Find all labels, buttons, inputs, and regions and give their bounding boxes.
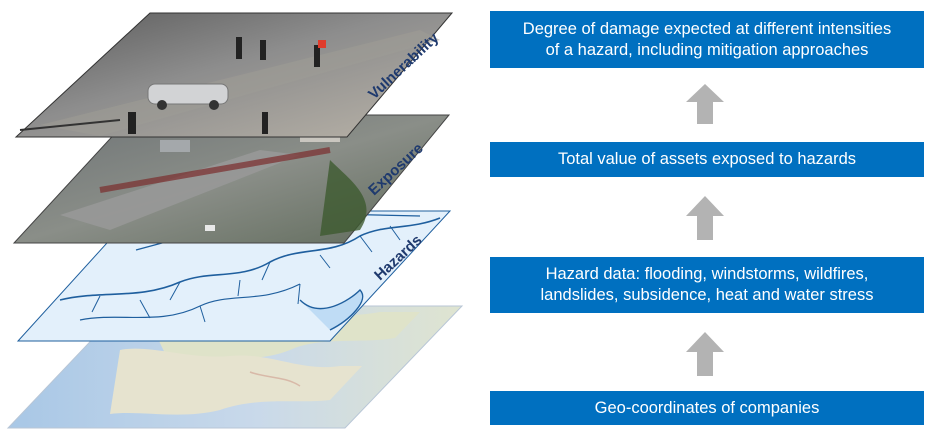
layer-stack: Vulnerability Exposure Hazards	[6, 12, 464, 429]
hazards-box: Hazard data: flooding, windstorms, wildf…	[490, 257, 924, 313]
vulnerability-box: Degree of damage expected at different i…	[490, 11, 924, 68]
geo-coordinates-box: Geo-coordinates of companies	[490, 391, 924, 425]
exposure-box: Total value of assets exposed to hazards	[490, 142, 924, 177]
up-arrow-icon	[686, 196, 724, 240]
vulnerability-layer	[14, 12, 454, 138]
up-arrow-icon	[686, 332, 724, 376]
up-arrow-icon	[686, 84, 724, 124]
